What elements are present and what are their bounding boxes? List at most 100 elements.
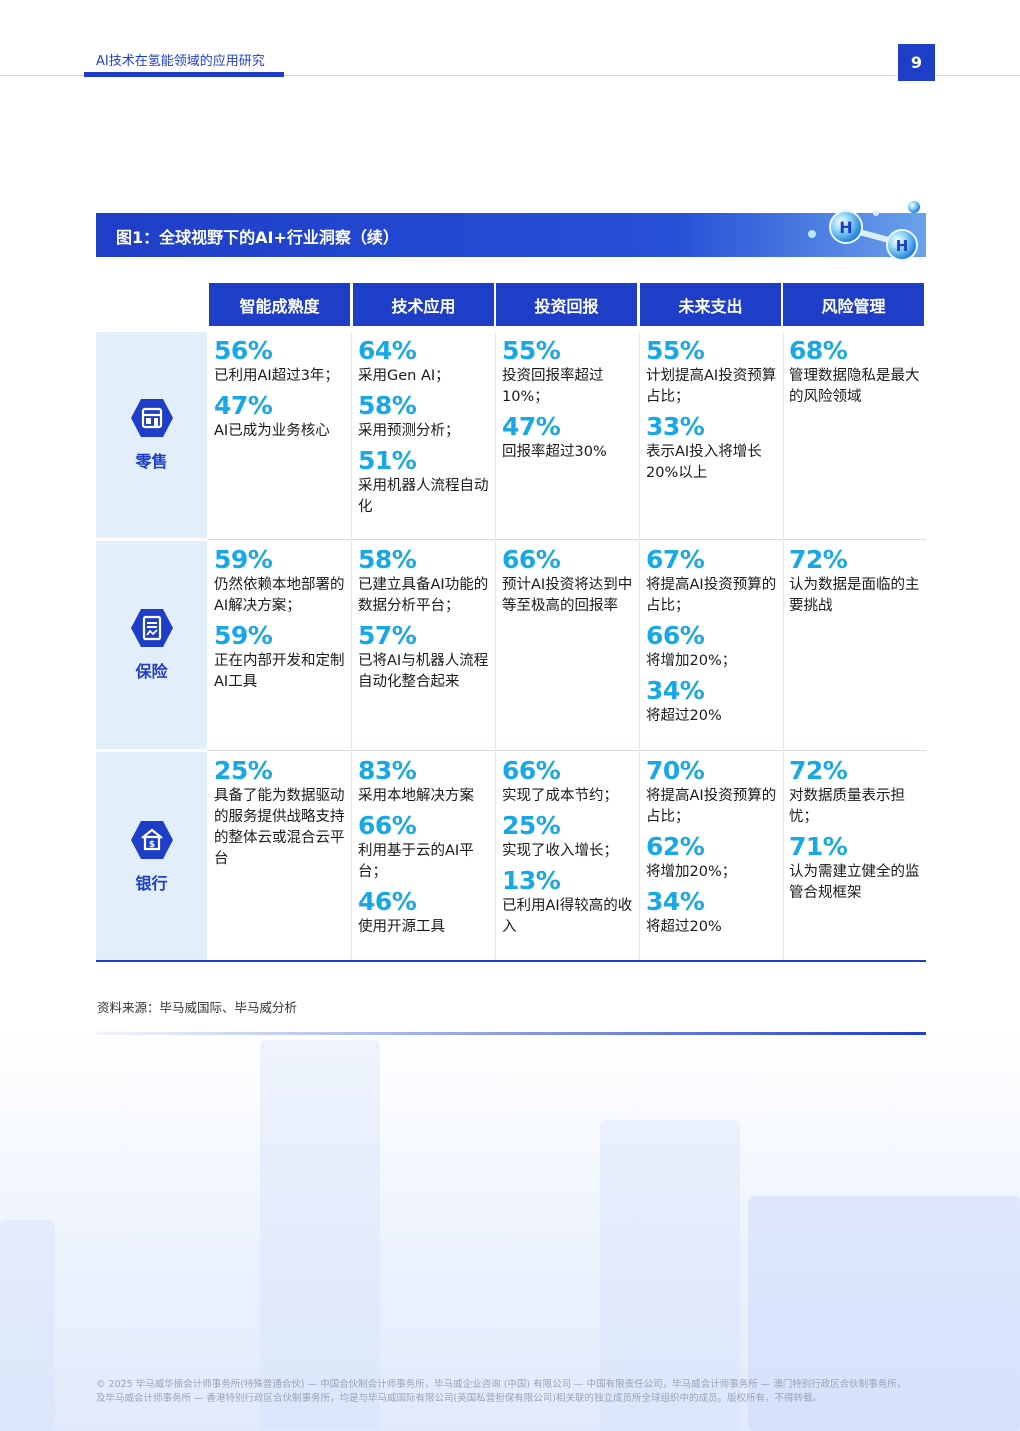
column-header: 投资回报 [496,283,637,326]
stat-percentage: 56% [214,336,273,365]
stat-item: 66% 实现了成本节约； [502,756,635,807]
stat-item: 13% 已利用AI得较高的收入 [502,866,635,938]
stat-item: 33% 表示AI投入将增长20%以上 [646,412,779,484]
stat-item: 68% 管理数据隐私是最大的风险领域 [789,336,922,408]
stat-percentage: 59% [214,545,273,574]
stat-percentage: 47% [214,391,273,420]
stat-description: 采用本地解决方案 [358,788,474,804]
stat-description: 实现了成本节约； [502,788,618,804]
stat-description: 回报率超过30% [502,444,607,460]
stat-description: 将提高AI投资预算的占比； [646,577,777,614]
row-label-retail: 零售 [96,332,207,538]
figure-title: 图1：全球视野下的AI+行业洞察（续） [116,228,399,247]
background-block [0,1220,55,1431]
header-title: AI技术在氢能领域的应用研究 [96,54,265,69]
stat-description: 认为数据是面临的主要挑战 [789,577,920,614]
stat-item: 67% 将提高AI投资预算的占比； [646,545,779,617]
stat-description: 使用开源工具 [358,919,445,935]
table-cell: 70% 将提高AI投资预算的占比； 62% 将增加20%； 34% 将超过20% [639,752,784,960]
stat-description: 计划提高AI投资预算占比； [646,368,777,405]
source-note: 资料来源：毕马威国际、毕马威分析 [97,1000,298,1015]
table-cell: 25% 具备了能为数据驱动的服务提供战略支持的整体云或混合云平台 [207,752,352,960]
table-cell: 66% 实现了成本节约； 25% 实现了收入增长； 13% 已利用AI得较高的收入 [495,752,640,960]
stat-percentage: 68% [789,336,848,365]
stat-item: 55% 投资回报率超过10%； [502,336,635,408]
stat-percentage: 34% [646,676,705,705]
stat-percentage: 58% [358,391,417,420]
table-bottom-rule [96,960,926,962]
stat-description: 预计AI投资将达到中等至极高的回报率 [502,577,633,614]
stat-percentage: 66% [646,621,705,650]
stat-percentage: 67% [646,545,705,574]
stat-description: 管理数据隐私是最大的风险领域 [789,368,920,405]
stat-percentage: 58% [358,545,417,574]
bank-icon: $ [130,820,173,859]
stat-description: 将超过20% [646,708,722,724]
stat-percentage: 59% [214,621,273,650]
stat-item: 59% 仍然依赖本地部署的AI解决方案； [214,545,347,617]
stat-percentage: 57% [358,621,417,650]
stat-percentage: 71% [789,832,848,861]
stat-percentage: 51% [358,446,417,475]
table-cell: 58% 已建立具备AI功能的数据分析平台； 57% 已将AI与机器人流程自动化整合起来 [351,541,496,749]
stat-item: 66% 将增加20%； [646,621,779,672]
stat-description: AI已成为业务核心 [214,423,330,439]
stat-item: 66% 预计AI投资将达到中等至极高的回报率 [502,545,635,617]
stat-description: 利用基于云的AI平台； [358,843,474,880]
stat-item: 83% 采用本地解决方案 [358,756,491,807]
page-number: 9 [898,44,935,81]
stat-item: 57% 已将AI与机器人流程自动化整合起来 [358,621,491,693]
stat-percentage: 62% [646,832,705,861]
stat-item: 58% 采用预测分析； [358,391,491,442]
insight-table: 智能成熟度 技术应用 投资回报 未来支出 风险管理 零售 保险 $ [96,283,926,963]
background-block [600,1120,740,1431]
stat-item: 59% 正在内部开发和定制AI工具 [214,621,347,693]
stat-item: 71% 认为需建立健全的监管合规框架 [789,832,922,904]
stat-description: 采用Gen AI； [358,368,450,384]
column-header: 技术应用 [353,283,494,326]
stat-item: 64% 采用Gen AI； [358,336,491,387]
table-cell: 64% 采用Gen AI； 58% 采用预测分析； 51% 采用机器人流程自动化 [351,332,496,538]
background-block [260,1040,380,1430]
footer-line: 及毕马威会计师事务所 — 香港特别行政区合伙制事务所，均是与毕马威国际有限公司(… [96,1393,822,1404]
row-label-text: 保险 [135,662,168,681]
table-cell: 67% 将提高AI投资预算的占比； 66% 将增加20%； 34% 将超过20% [639,541,784,749]
stat-description: 将提高AI投资预算的占比； [646,788,777,825]
stat-percentage: 70% [646,756,705,785]
stat-percentage: 25% [214,756,273,785]
stat-description: 已建立具备AI功能的数据分析平台； [358,577,489,614]
table-cell: 66% 预计AI投资将达到中等至极高的回报率 [495,541,640,749]
stat-percentage: 83% [358,756,417,785]
stat-percentage: 25% [502,811,561,840]
stat-description: 认为需建立健全的监管合规框架 [789,864,920,901]
stat-percentage: 66% [502,545,561,574]
stat-percentage: 72% [789,756,848,785]
stat-item: 58% 已建立具备AI功能的数据分析平台； [358,545,491,617]
stat-description: 已将AI与机器人流程自动化整合起来 [358,653,489,690]
row-divider [207,750,926,751]
svg-text:H: H [839,218,852,237]
row-divider [207,539,926,540]
stat-item: 55% 计划提高AI投资预算占比； [646,336,779,408]
stat-description: 仍然依赖本地部署的AI解决方案； [214,577,345,614]
row-label-bank: $ 银行 [96,752,207,961]
table-cell: 56% 已利用AI超过3年； 47% AI已成为业务核心 [207,332,352,538]
stat-item: 72% 对数据质量表示担忧； [789,756,922,828]
stat-percentage: 13% [502,866,561,895]
table-cell: 83% 采用本地解决方案 66% 利用基于云的AI平台； 46% 使用开源工具 [351,752,496,960]
stat-description: 将超过20% [646,919,722,935]
stat-percentage: 47% [502,412,561,441]
stat-percentage: 55% [502,336,561,365]
row-label-text: 零售 [135,452,168,471]
stat-description: 已利用AI得较高的收入 [502,898,633,935]
stat-description: 实现了收入增长； [502,843,618,859]
stat-item: 25% 实现了收入增长； [502,811,635,862]
store-icon [130,399,173,437]
source-divider [96,1032,926,1035]
document-icon [130,609,173,647]
stat-percentage: 64% [358,336,417,365]
header-divider [0,75,1020,76]
stat-description: 对数据质量表示担忧； [789,788,905,825]
stat-description: 正在内部开发和定制AI工具 [214,653,345,690]
table-cell: 59% 仍然依赖本地部署的AI解决方案； 59% 正在内部开发和定制AI工具 [207,541,352,749]
